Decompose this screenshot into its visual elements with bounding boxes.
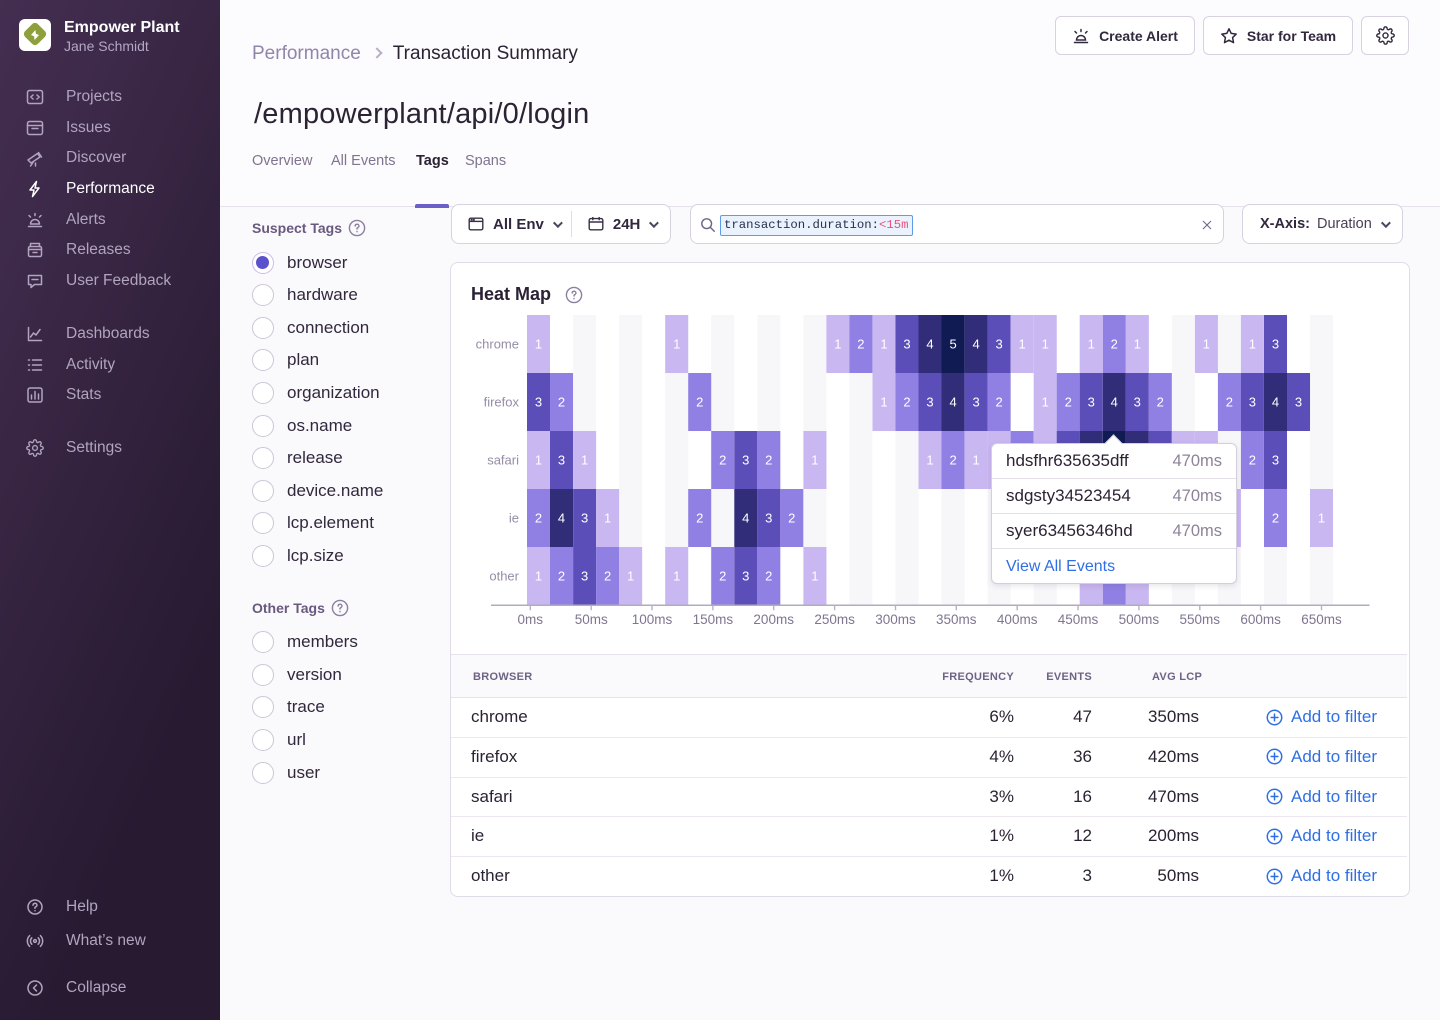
svg-text:2: 2	[765, 453, 772, 468]
svg-text:1: 1	[581, 453, 588, 468]
svg-text:3: 3	[558, 453, 565, 468]
svg-text:firefox: firefox	[484, 395, 520, 410]
svg-text:1: 1	[1203, 337, 1210, 352]
svg-text:150ms: 150ms	[693, 612, 734, 627]
svg-text:2: 2	[558, 569, 565, 584]
svg-text:ie: ie	[509, 511, 519, 526]
svg-text:chrome: chrome	[476, 337, 519, 352]
svg-text:1: 1	[1318, 511, 1325, 526]
svg-text:2: 2	[857, 337, 864, 352]
svg-text:2: 2	[696, 511, 703, 526]
svg-text:2: 2	[604, 569, 611, 584]
svg-text:4: 4	[742, 511, 749, 526]
svg-text:2: 2	[765, 569, 772, 584]
svg-text:1: 1	[972, 453, 979, 468]
svg-text:3: 3	[581, 569, 588, 584]
svg-text:250ms: 250ms	[814, 612, 855, 627]
svg-text:2: 2	[1249, 453, 1256, 468]
svg-text:2: 2	[1065, 395, 1072, 410]
svg-text:3: 3	[1272, 453, 1279, 468]
svg-text:4: 4	[926, 337, 933, 352]
svg-text:50ms: 50ms	[575, 612, 608, 627]
svg-text:0ms: 0ms	[518, 612, 544, 627]
svg-text:1: 1	[1042, 337, 1049, 352]
svg-text:4: 4	[1272, 395, 1279, 410]
svg-text:3: 3	[1272, 337, 1279, 352]
svg-text:1: 1	[880, 337, 887, 352]
svg-text:3: 3	[995, 337, 1002, 352]
svg-text:3: 3	[742, 453, 749, 468]
svg-text:1: 1	[604, 511, 611, 526]
svg-text:3: 3	[926, 395, 933, 410]
svg-text:2: 2	[719, 453, 726, 468]
svg-text:5: 5	[949, 337, 956, 352]
svg-text:1: 1	[535, 337, 542, 352]
svg-text:1: 1	[834, 337, 841, 352]
svg-text:4: 4	[972, 337, 979, 352]
svg-text:200ms: 200ms	[753, 612, 794, 627]
svg-text:1: 1	[1134, 337, 1141, 352]
svg-text:2: 2	[1157, 395, 1164, 410]
svg-text:1: 1	[926, 453, 933, 468]
svg-text:2: 2	[1111, 337, 1118, 352]
svg-text:550ms: 550ms	[1180, 612, 1221, 627]
svg-text:3: 3	[972, 395, 979, 410]
svg-text:1: 1	[673, 569, 680, 584]
svg-text:650ms: 650ms	[1301, 612, 1342, 627]
svg-text:2: 2	[903, 395, 910, 410]
svg-text:2: 2	[696, 395, 703, 410]
svg-text:500ms: 500ms	[1119, 612, 1160, 627]
svg-text:other: other	[489, 569, 519, 584]
svg-text:1: 1	[1018, 337, 1025, 352]
svg-text:2: 2	[535, 511, 542, 526]
svg-text:safari: safari	[487, 453, 519, 468]
svg-text:4: 4	[1111, 395, 1118, 410]
svg-text:3: 3	[903, 337, 910, 352]
svg-text:3: 3	[1088, 395, 1095, 410]
svg-text:450ms: 450ms	[1058, 612, 1099, 627]
svg-text:1: 1	[535, 569, 542, 584]
svg-text:2: 2	[788, 511, 795, 526]
svg-text:1: 1	[1088, 337, 1095, 352]
svg-text:3: 3	[1249, 395, 1256, 410]
svg-text:4: 4	[558, 511, 565, 526]
svg-text:2: 2	[1272, 511, 1279, 526]
svg-text:1: 1	[880, 395, 887, 410]
svg-text:100ms: 100ms	[632, 612, 673, 627]
svg-text:3: 3	[581, 511, 588, 526]
svg-text:3: 3	[765, 511, 772, 526]
svg-text:2: 2	[719, 569, 726, 584]
svg-text:3: 3	[1295, 395, 1302, 410]
svg-text:3: 3	[742, 569, 749, 584]
svg-text:3: 3	[535, 395, 542, 410]
svg-text:350ms: 350ms	[936, 612, 977, 627]
svg-text:1: 1	[627, 569, 634, 584]
svg-text:1: 1	[1042, 395, 1049, 410]
svg-text:600ms: 600ms	[1240, 612, 1281, 627]
svg-text:400ms: 400ms	[997, 612, 1038, 627]
svg-text:4: 4	[949, 395, 956, 410]
svg-text:2: 2	[558, 395, 565, 410]
svg-text:1: 1	[811, 569, 818, 584]
svg-text:3: 3	[1134, 395, 1141, 410]
svg-text:1: 1	[811, 453, 818, 468]
svg-text:300ms: 300ms	[875, 612, 916, 627]
svg-text:2: 2	[949, 453, 956, 468]
svg-text:1: 1	[535, 453, 542, 468]
svg-text:1: 1	[1249, 337, 1256, 352]
svg-text:2: 2	[995, 395, 1002, 410]
svg-text:1: 1	[673, 337, 680, 352]
svg-text:2: 2	[1226, 395, 1233, 410]
